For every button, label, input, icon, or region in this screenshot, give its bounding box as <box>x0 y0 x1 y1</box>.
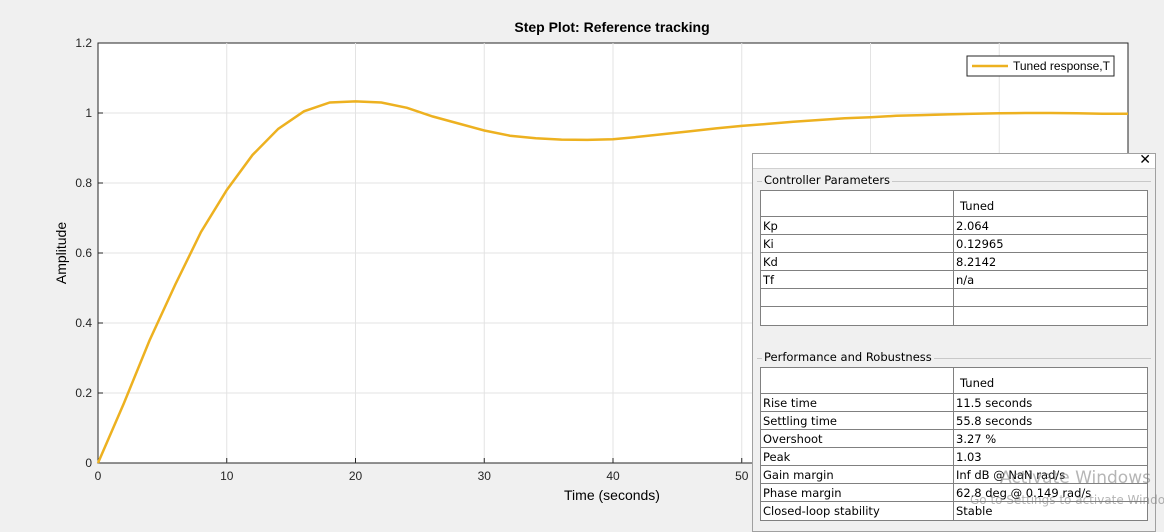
metric-name: Settling time <box>761 412 954 429</box>
x-tick-label: 30 <box>478 469 492 483</box>
x-tick-label: 40 <box>606 469 620 483</box>
metric-name: Gain margin <box>761 466 954 483</box>
metric-value: 3.27 % <box>956 432 997 446</box>
table-row <box>761 307 1147 325</box>
y-tick-label: 0.6 <box>75 246 92 260</box>
controller-parameters-title: Controller Parameters <box>762 173 893 187</box>
param-value: 0.12965 <box>956 237 1004 251</box>
table-row: Rise time 11.5 seconds <box>761 394 1147 412</box>
table-header-row: Tuned <box>761 368 1147 394</box>
tuning-parameters-panel: ✕ Controller Parameters Tuned Kp 2.064 Ki… <box>752 152 1156 532</box>
param-value: 2.064 <box>956 219 989 233</box>
table-header-blank <box>761 368 954 393</box>
y-tick-label: 0.8 <box>75 176 92 190</box>
x-tick-label: 20 <box>349 469 363 483</box>
table-row: Gain margin Inf dB @ NaN rad/s <box>761 466 1147 484</box>
legend[interactable]: Tuned response,T <box>966 55 1115 77</box>
panel-titlebar: ✕ <box>753 152 1155 169</box>
metric-name: Peak <box>761 448 954 465</box>
close-icon[interactable]: ✕ <box>1139 152 1151 168</box>
chart-title: Step Plot: Reference tracking <box>514 19 709 35</box>
param-name: Tf <box>761 271 954 288</box>
table-row: Ki 0.12965 <box>761 235 1147 253</box>
metric-value: 1.03 <box>956 450 982 464</box>
activate-windows-watermark: Activate Windows <box>1000 468 1151 488</box>
table-row: Kp 2.064 <box>761 217 1147 235</box>
performance-robustness-group: Performance and Robustness Tuned Rise ti… <box>757 350 1151 531</box>
param-name: Kd <box>761 253 954 270</box>
metric-value: 55.8 seconds <box>956 414 1033 428</box>
table-header-blank <box>761 191 954 216</box>
x-axis-label: Time (seconds) <box>564 487 660 503</box>
metric-name: Phase margin <box>761 484 954 501</box>
param-name <box>761 289 954 306</box>
legend-label: Tuned response,T <box>1013 59 1111 73</box>
table-header-row: Tuned <box>761 191 1147 217</box>
x-tick-label: 0 <box>95 469 102 483</box>
controller-parameters-group: Controller Parameters Tuned Kp 2.064 Ki 0.… <box>757 173 1151 332</box>
metric-value: 62.8 deg @ 0.149 rad/s <box>956 486 1092 500</box>
param-value <box>954 289 1147 306</box>
table-header-tuned: Tuned <box>960 376 995 390</box>
x-tick-label: 50 <box>735 469 749 483</box>
table-row: Tf n/a <box>761 271 1147 289</box>
table-header-tuned: Tuned <box>960 199 995 213</box>
table-row: Overshoot 3.27 % <box>761 430 1147 448</box>
metric-name: Closed-loop stability <box>761 502 954 520</box>
tuned-response-line <box>96 100 1128 464</box>
controller-parameters-table: Tuned Kp 2.064 Ki 0.12965 Kd 8.2142 Tf n/a <box>760 190 1148 326</box>
performance-robustness-title: Performance and Robustness <box>762 350 934 364</box>
param-value: 8.2142 <box>956 255 997 269</box>
metric-name: Rise time <box>761 394 954 411</box>
y-tick-label: 1 <box>85 106 92 120</box>
table-row: Closed-loop stability Stable <box>761 502 1147 520</box>
param-value <box>954 307 1147 325</box>
performance-robustness-table: Tuned Rise time 11.5 seconds Settling tim… <box>760 367 1148 521</box>
table-row: Peak 1.03 <box>761 448 1147 466</box>
table-row: Settling time 55.8 seconds <box>761 412 1147 430</box>
x-tick-label: 10 <box>220 469 234 483</box>
param-name <box>761 307 954 325</box>
activate-windows-hint: Go to Settings to activate Windows. <box>970 493 1164 507</box>
table-row: Phase margin 62.8 deg @ 0.149 rad/s <box>761 484 1147 502</box>
y-axis-label: Amplitude <box>53 222 69 284</box>
param-name: Ki <box>761 235 954 252</box>
metric-value: 11.5 seconds <box>956 396 1033 410</box>
metric-value: Inf dB @ NaN rad/s <box>956 468 1066 482</box>
axis-ticks: 0 10 20 30 40 50 0 0.2 0.4 0.6 0.8 1 1.2 <box>75 36 748 483</box>
y-tick-label: 0.2 <box>75 386 92 400</box>
param-value: n/a <box>956 273 975 287</box>
table-row <box>761 289 1147 307</box>
metric-value: Stable <box>956 504 993 518</box>
param-name: Kp <box>761 217 954 234</box>
metric-name: Overshoot <box>761 430 954 447</box>
y-tick-label: 1.2 <box>75 36 92 50</box>
y-tick-label: 0 <box>85 456 92 470</box>
table-row: Kd 8.2142 <box>761 253 1147 271</box>
y-tick-label: 0.4 <box>75 316 92 330</box>
